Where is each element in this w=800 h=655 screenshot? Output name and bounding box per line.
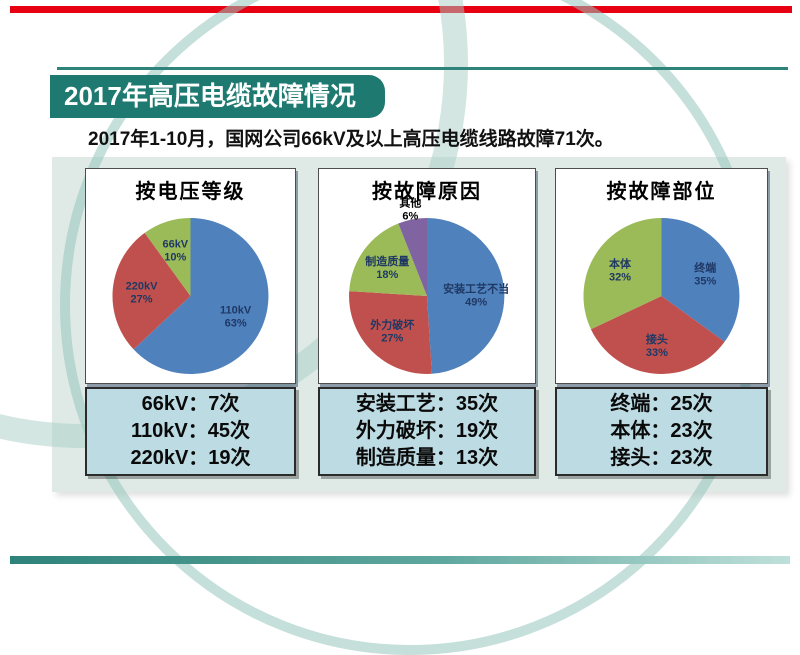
chart-panel-voltage: 按电压等级 110kV 63% 220kV 27% 66kV 10% <box>85 168 296 384</box>
stat-line: 外力破坏：19次 <box>355 420 499 442</box>
chart-title-cause: 按故障原因 <box>372 181 482 203</box>
pie-chart-voltage: 110kV 63% 220kV 27% 66kV 10% <box>86 197 295 383</box>
pie-slice-label: 制造质量 18% <box>365 254 409 281</box>
bottom-accent-bar <box>10 556 790 564</box>
stat-line: 安装工艺：35次 <box>355 393 499 415</box>
pie-slice-label: 110kV 63% <box>220 305 252 330</box>
stat-line: 本体：23次 <box>610 420 713 442</box>
stat-line: 制造质量：13次 <box>355 447 499 469</box>
pie-slice-label: 终端 35% <box>694 261 716 288</box>
chart-panel-location: 按故障部位 终端 35% 接头 33% 本体 32% <box>555 168 768 384</box>
pie-slice <box>590 296 725 374</box>
pie-chart-location: 终端 35% 接头 33% 本体 32% <box>556 197 767 383</box>
pie-slice <box>349 291 432 374</box>
top-accent-bar <box>10 6 792 13</box>
pie-slice <box>427 218 505 374</box>
pie-slice-label: 安装工艺不当 49% <box>443 281 509 308</box>
pie-slice <box>398 218 427 296</box>
pie-slice <box>661 218 740 342</box>
pie-slice <box>133 218 269 374</box>
stats-box-location: 终端：25次 本体：23次 接头：23次 <box>555 387 768 476</box>
stat-line: 接头：23次 <box>610 447 713 469</box>
stats-box-voltage: 66kV：7次 110kV：45次 220kV：19次 <box>85 387 296 476</box>
stat-line: 终端：25次 <box>610 393 713 415</box>
stats-box-cause: 安装工艺：35次 外力破坏：19次 制造质量：13次 <box>318 387 536 476</box>
pie-slice <box>349 223 427 296</box>
page-title: 2017年高压电缆故障情况 <box>50 75 385 118</box>
stat-line: 66kV：7次 <box>141 393 240 415</box>
chart-title-location: 按故障部位 <box>606 181 717 203</box>
chart-title-voltage: 按电压等级 <box>135 181 246 203</box>
pie-slice-label: 220kV 27% <box>126 280 158 305</box>
page-subtitle: 2017年1-10月，国网公司66kV及以上高压电缆线路故障71次。 <box>88 129 614 150</box>
pie-chart-cause: 安装工艺不当 49% 外力破坏 27% 制造质量 18% 其他 6% <box>319 196 535 383</box>
stat-line: 110kV：45次 <box>131 420 250 442</box>
header-rule-line <box>57 67 788 70</box>
pie-slice <box>144 218 191 296</box>
pie-slice <box>112 232 191 350</box>
pie-slice-label: 本体 32% <box>609 257 632 284</box>
stat-line: 220kV：19次 <box>130 447 251 469</box>
chart-panel-cause: 按故障原因 安装工艺不当 49% 外力破坏 27% 制造质量 18% 其他 6% <box>318 168 536 384</box>
pie-slice-label: 66kV 10% <box>162 238 188 263</box>
pie-slice-label: 其他 6% <box>399 196 421 223</box>
pie-slice <box>583 218 662 330</box>
pie-slice-label: 外力破坏 27% <box>369 318 414 345</box>
pie-slice-label: 接头 33% <box>646 332 668 359</box>
